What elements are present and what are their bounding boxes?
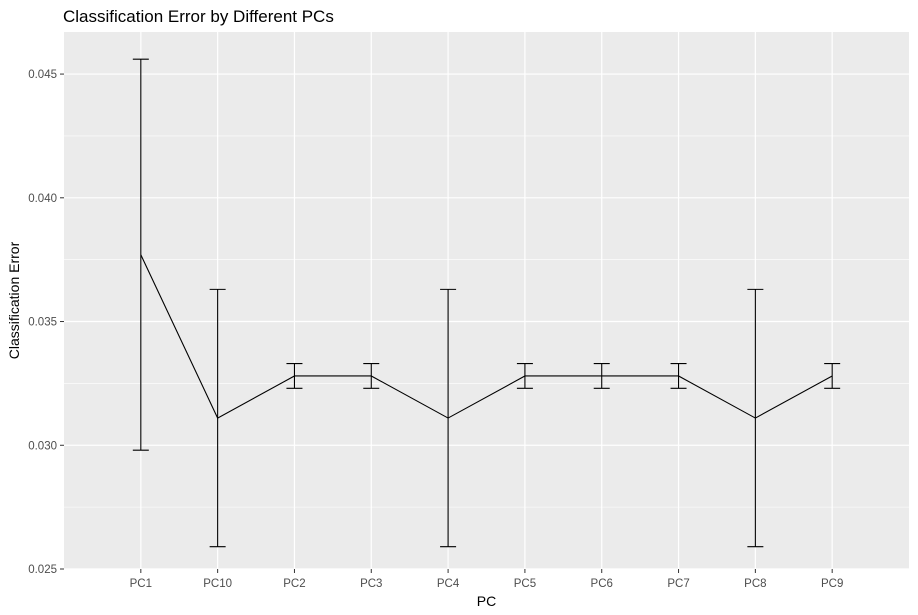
error-bar xyxy=(132,58,149,451)
x-axis-label: PC xyxy=(477,593,496,609)
grid-minor xyxy=(64,135,909,508)
error-bar xyxy=(747,288,764,548)
x-tick-label: PC2 xyxy=(283,578,305,590)
x-axis-ticks: PC1 PC10 PC2 PC3 PC4 PC5 PC6 PC7 PC8 PC9 xyxy=(130,569,843,590)
x-tick-label: PC1 xyxy=(130,578,152,590)
series-line xyxy=(140,254,833,419)
error-bar xyxy=(209,288,226,548)
y-tick-label: 0.045 xyxy=(28,69,57,81)
error-bar xyxy=(440,288,457,548)
error-bar xyxy=(824,363,841,389)
y-tick-label: 0.040 xyxy=(28,193,57,205)
x-tick-label: PC8 xyxy=(744,578,766,590)
error-bar xyxy=(670,363,687,389)
plot-panel xyxy=(64,32,909,569)
y-axis-ticks: 0.025 0.030 0.035 0.040 0.045 xyxy=(28,69,64,576)
chart-title: Classification Error by Different PCs xyxy=(63,7,334,26)
x-tick-label: PC9 xyxy=(821,578,843,590)
x-tick-label: PC10 xyxy=(203,578,232,590)
error-bar xyxy=(286,363,303,389)
error-bars xyxy=(132,58,841,548)
x-tick-label: PC7 xyxy=(667,578,689,590)
y-tick-label: 0.030 xyxy=(28,440,57,452)
y-tick-label: 0.025 xyxy=(28,564,57,576)
error-bar xyxy=(363,363,380,389)
error-bar xyxy=(593,363,610,389)
x-tick-label: PC4 xyxy=(437,578,460,590)
x-tick-label: PC5 xyxy=(514,578,536,590)
x-tick-label: PC6 xyxy=(591,578,613,590)
series-polyline xyxy=(140,254,833,419)
x-tick-label: PC3 xyxy=(360,578,382,590)
y-tick-label: 0.035 xyxy=(28,317,57,329)
y-axis-label: Classification Error xyxy=(6,241,22,359)
error-bar xyxy=(516,363,533,389)
